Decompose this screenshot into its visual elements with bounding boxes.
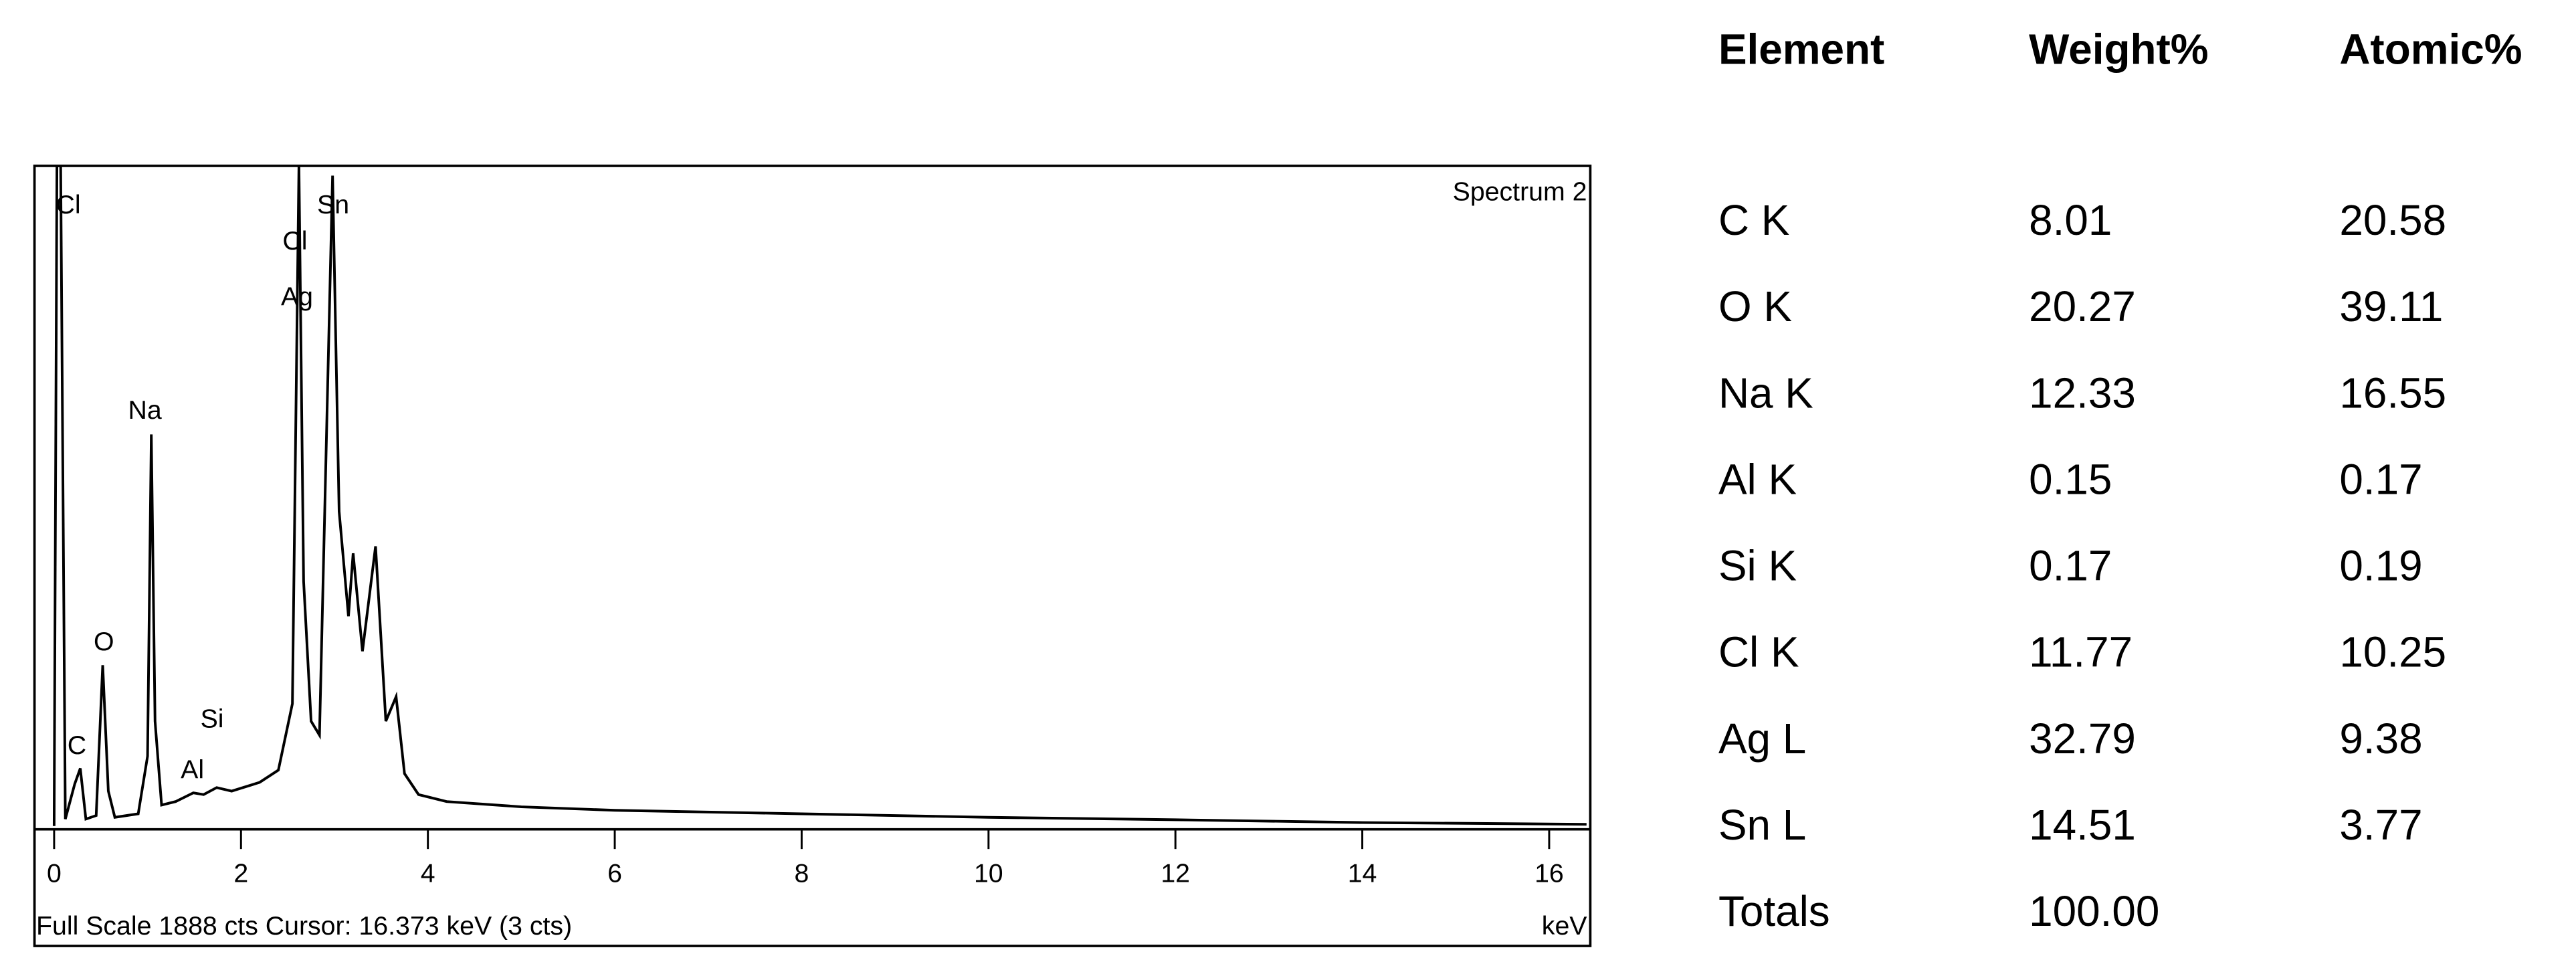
table-cell: O K — [1718, 282, 1792, 330]
table-cell: 39.11 — [2339, 282, 2443, 330]
x-axis-label: keV — [1542, 911, 1587, 941]
table-header: Weight% — [2029, 25, 2208, 74]
x-tick-label: 8 — [795, 858, 809, 888]
x-tick-label: 14 — [1348, 858, 1377, 888]
table-cell: 14.51 — [2029, 801, 2136, 849]
spectrum-chart: Spectrum 2 Full Scale 1888 cts Cursor: 1… — [33, 165, 1592, 947]
table-cell: 0.19 — [2339, 542, 2422, 590]
x-tick-label: 10 — [974, 858, 1003, 888]
peak-label: O — [94, 627, 114, 656]
table-cell: 3.77 — [2339, 801, 2422, 849]
peak-label: Cl — [282, 226, 307, 256]
table-cell: 10.25 — [2339, 628, 2446, 676]
table-cell: Al K — [1718, 455, 1797, 503]
table-cell: 0.15 — [2029, 455, 2112, 503]
table-cell: Ag L — [1718, 714, 1806, 763]
x-tick-label: 16 — [1534, 858, 1564, 888]
results-table: Element Weight% Atomic% C K 8.01 20.58 O K 20.2… — [1718, 25, 2522, 935]
table-cell: C K — [1718, 196, 1789, 244]
x-tick-label: 4 — [421, 858, 435, 888]
peak-label: Cl — [56, 190, 81, 219]
peak-label: C — [68, 731, 86, 760]
table-header: Element — [1718, 25, 1884, 74]
table-cell: 100.00 — [2029, 887, 2159, 935]
x-tick-label: 2 — [233, 858, 248, 888]
table-cell: Si K — [1718, 542, 1797, 590]
spectrum-line — [52, 165, 1587, 826]
x-tick-label: 12 — [1161, 858, 1190, 888]
table-cell: 20.58 — [2339, 196, 2446, 244]
table-cell: Sn L — [1718, 801, 1806, 849]
table-cell: 9.38 — [2339, 714, 2422, 763]
table-cell: 32.79 — [2029, 714, 2136, 763]
table-cell: Cl K — [1718, 628, 1799, 676]
peak-label: Al — [181, 755, 204, 785]
table-cell: 8.01 — [2029, 196, 2112, 244]
table-cell: Totals — [1718, 887, 1830, 935]
peak-label: Ag — [281, 282, 313, 312]
table-cell: 12.33 — [2029, 369, 2136, 417]
x-tick-label: 6 — [607, 858, 622, 888]
x-tick-label: 0 — [47, 858, 62, 888]
table-cell: Na K — [1718, 369, 1813, 417]
peak-label: Si — [201, 704, 224, 734]
peak-label: Na — [128, 395, 162, 425]
spectrum-title: Spectrum 2 — [1453, 177, 1587, 207]
footer: Full Scale 1888 cts Cursor: 16.373 keV (… — [36, 911, 572, 941]
table-header: Atomic% — [2339, 25, 2522, 74]
table-cell: 16.55 — [2339, 369, 2446, 417]
table-cell: 20.27 — [2029, 282, 2136, 330]
table-cell: 0.17 — [2029, 542, 2112, 590]
peak-label: Sn — [317, 190, 349, 219]
table-cell: 0.17 — [2339, 455, 2422, 503]
table-cell: 11.77 — [2029, 628, 2133, 676]
